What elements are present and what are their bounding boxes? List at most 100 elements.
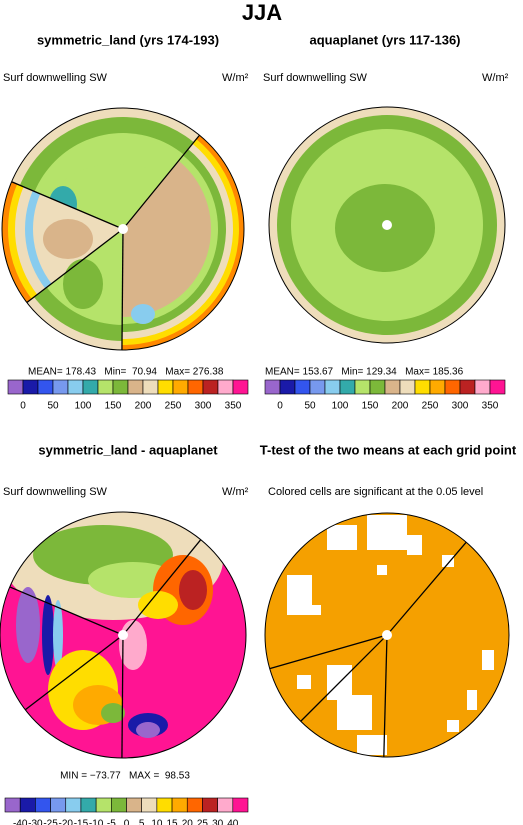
colorbar-label: 40 [227, 819, 239, 825]
colorbar-label: 200 [135, 401, 152, 412]
map-region [42, 595, 54, 675]
colorbar-box [187, 379, 204, 395]
map-region [122, 160, 211, 317]
colorbar-label: 100 [75, 401, 92, 412]
sector-boundary [11, 181, 124, 230]
map-region [407, 535, 422, 555]
map-region [179, 570, 207, 610]
map-region [377, 565, 387, 575]
colorbar-label: 350 [482, 401, 499, 412]
map-region [482, 650, 494, 670]
map-region [131, 304, 155, 324]
sector-boundary [300, 634, 388, 722]
sector-boundary [9, 586, 124, 636]
colorbar-box [202, 797, 218, 813]
pole [382, 220, 392, 230]
colorbar-box [7, 379, 24, 395]
units-label: W/m² [222, 72, 249, 84]
sector-boundary [122, 134, 200, 230]
colorbar-box [474, 379, 491, 395]
map [2, 108, 244, 350]
map-region [101, 703, 125, 723]
map-outline [268, 106, 506, 344]
colorbar-label: 0 [20, 401, 26, 412]
colorbar-label: -20 [59, 819, 74, 825]
sector-boundary [122, 539, 202, 636]
stats-label: MEAN= 153.67 Min= 129.34 Max= 185.36 [265, 367, 464, 378]
colorbar-box [37, 379, 54, 395]
colorbar-box [50, 797, 67, 813]
pole [382, 630, 392, 640]
colorbar-box [279, 379, 296, 395]
colorbar-label: 25 [197, 819, 209, 825]
colorbar-box [112, 379, 129, 395]
colorbar-label: 350 [225, 401, 242, 412]
colorbar-box [141, 797, 158, 813]
field-label: Surf downwelling SW [3, 72, 108, 84]
colorbar-label: 200 [392, 401, 409, 412]
colorbar-box [19, 797, 36, 813]
colorbar-box [384, 379, 401, 395]
figure-title: JJA [242, 0, 282, 25]
sector-boundary [121, 634, 124, 758]
colorbar-label: 15 [167, 819, 179, 825]
map-region [357, 735, 387, 755]
colorbar-label: 300 [452, 401, 469, 412]
map-region [136, 722, 160, 738]
map-region [53, 600, 63, 670]
colorbar-box [22, 379, 39, 395]
panel-title: symmetric_land (yrs 174-193) [37, 32, 219, 47]
map [0, 512, 246, 758]
colorbar-box [217, 797, 234, 813]
colorbar-label: 100 [332, 401, 349, 412]
map-outline [0, 511, 247, 759]
map-outline [1, 107, 245, 351]
colorbar-label: -15 [74, 819, 89, 825]
stats-label: MEAN= 178.43 Min= 70.94 Max= 276.38 [28, 367, 224, 378]
colorbar-box [369, 379, 386, 395]
colorbar-box [97, 379, 114, 395]
colorbar-label: 5 [139, 819, 145, 825]
field-label: Colored cells are significant at the 0.0… [268, 486, 483, 498]
colorbar-box [354, 379, 371, 395]
colorbar-box [65, 797, 82, 813]
colorbar-box [111, 797, 127, 813]
colorbar-box [171, 797, 188, 813]
colorbar-label: 150 [362, 401, 379, 412]
map-region [442, 555, 454, 567]
colorbar-box [429, 379, 446, 395]
colorbar-label: 50 [47, 401, 59, 412]
map-region [307, 605, 321, 615]
colorbar-box [186, 797, 203, 813]
colorbar-label: 150 [105, 401, 122, 412]
colorbar-label: -10 [89, 819, 104, 825]
colorbar-box [444, 379, 461, 395]
field-label: Surf downwelling SW [3, 486, 108, 498]
colorbar-box [459, 379, 476, 395]
map-region [467, 690, 477, 710]
colorbar-box [4, 797, 21, 813]
sector-boundary [24, 634, 124, 711]
colorbar-box [172, 379, 189, 395]
sector-boundary [386, 541, 467, 636]
colorbar-box [95, 797, 112, 813]
map-region [327, 525, 357, 550]
sector-boundary [269, 634, 388, 670]
map-region [16, 587, 40, 663]
colorbar-box [67, 379, 84, 395]
colorbar-box [294, 379, 311, 395]
colorbar-label: 250 [165, 401, 182, 412]
colorbar-label: 20 [182, 819, 194, 825]
colorbar-box [217, 379, 234, 395]
panel-title: T-test of the two means at each grid poi… [260, 442, 517, 457]
colorbar-label: 250 [422, 401, 439, 412]
map-outline [264, 512, 510, 758]
colorbar-label: -30 [28, 819, 43, 825]
map-region [367, 515, 407, 550]
colorbar-box [126, 797, 142, 813]
map-region [297, 675, 311, 689]
map-region [337, 695, 372, 730]
colorbar-label: 30 [212, 819, 224, 825]
colorbar-label: -40 [13, 819, 28, 825]
